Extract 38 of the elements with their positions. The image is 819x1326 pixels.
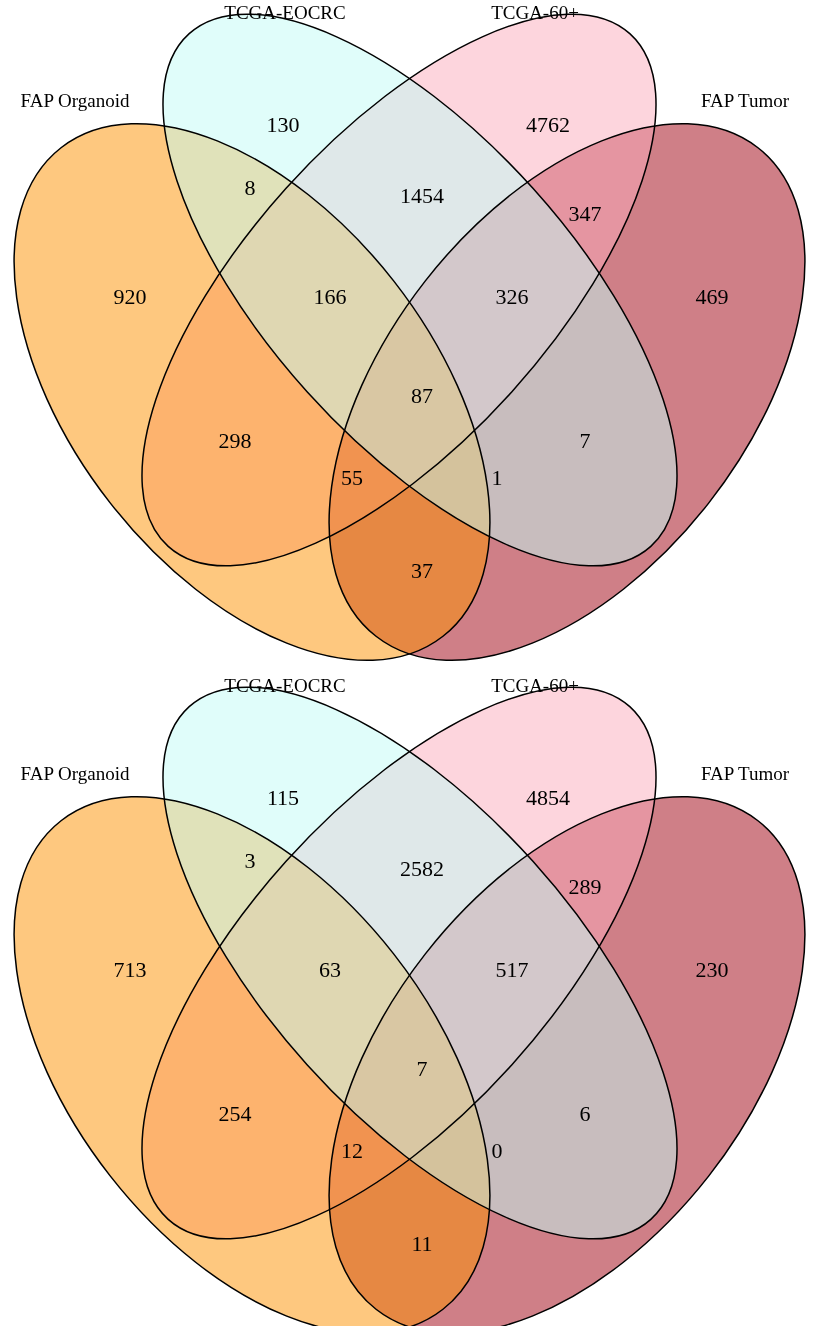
data-label: 115 [266,784,300,810]
data-label: 130 [266,111,300,137]
data-label: 7 [579,427,591,453]
data-label: 254 [218,1100,252,1126]
data-label: 8 [244,174,256,200]
data-label: 3 [244,847,256,873]
data-label: 37 [411,557,433,583]
data-label: 7 [416,1055,428,1081]
text: TCGA-60+ [491,1,579,23]
data-label: 298 [218,427,252,453]
data-label: 1 [491,464,503,490]
text: TCGA-EOCRC [224,1,346,23]
data-label: 11 [411,1230,433,1256]
text: FAP Tumor [700,89,790,111]
data-label: 920 [113,283,147,309]
data-label: 230 [695,956,729,982]
text: FAP Tumor [700,762,790,784]
text: TCGA-EOCRC [224,674,346,696]
data-label: 12 [341,1137,363,1163]
data-label: 4854 [526,784,570,810]
data-label: 63 [319,956,341,982]
data-label: 6 [579,1100,591,1126]
text: TCGA-60+ [491,674,579,696]
data-label: 2582 [400,855,444,881]
data-label: 326 [495,283,529,309]
data-label: 517 [495,956,529,982]
data-label: 713 [113,956,147,982]
data-label: 166 [313,283,347,309]
data-label: 4762 [526,111,570,137]
data-label: 1454 [400,182,444,208]
text: FAP Organoid [20,762,130,784]
text: FAP Organoid [20,89,130,111]
data-label: 347 [568,200,602,226]
data-label: 55 [341,464,363,490]
data-label: 469 [695,283,729,309]
data-label: 87 [411,382,433,408]
data-label: 0 [491,1137,503,1163]
data-label: 289 [568,873,602,899]
